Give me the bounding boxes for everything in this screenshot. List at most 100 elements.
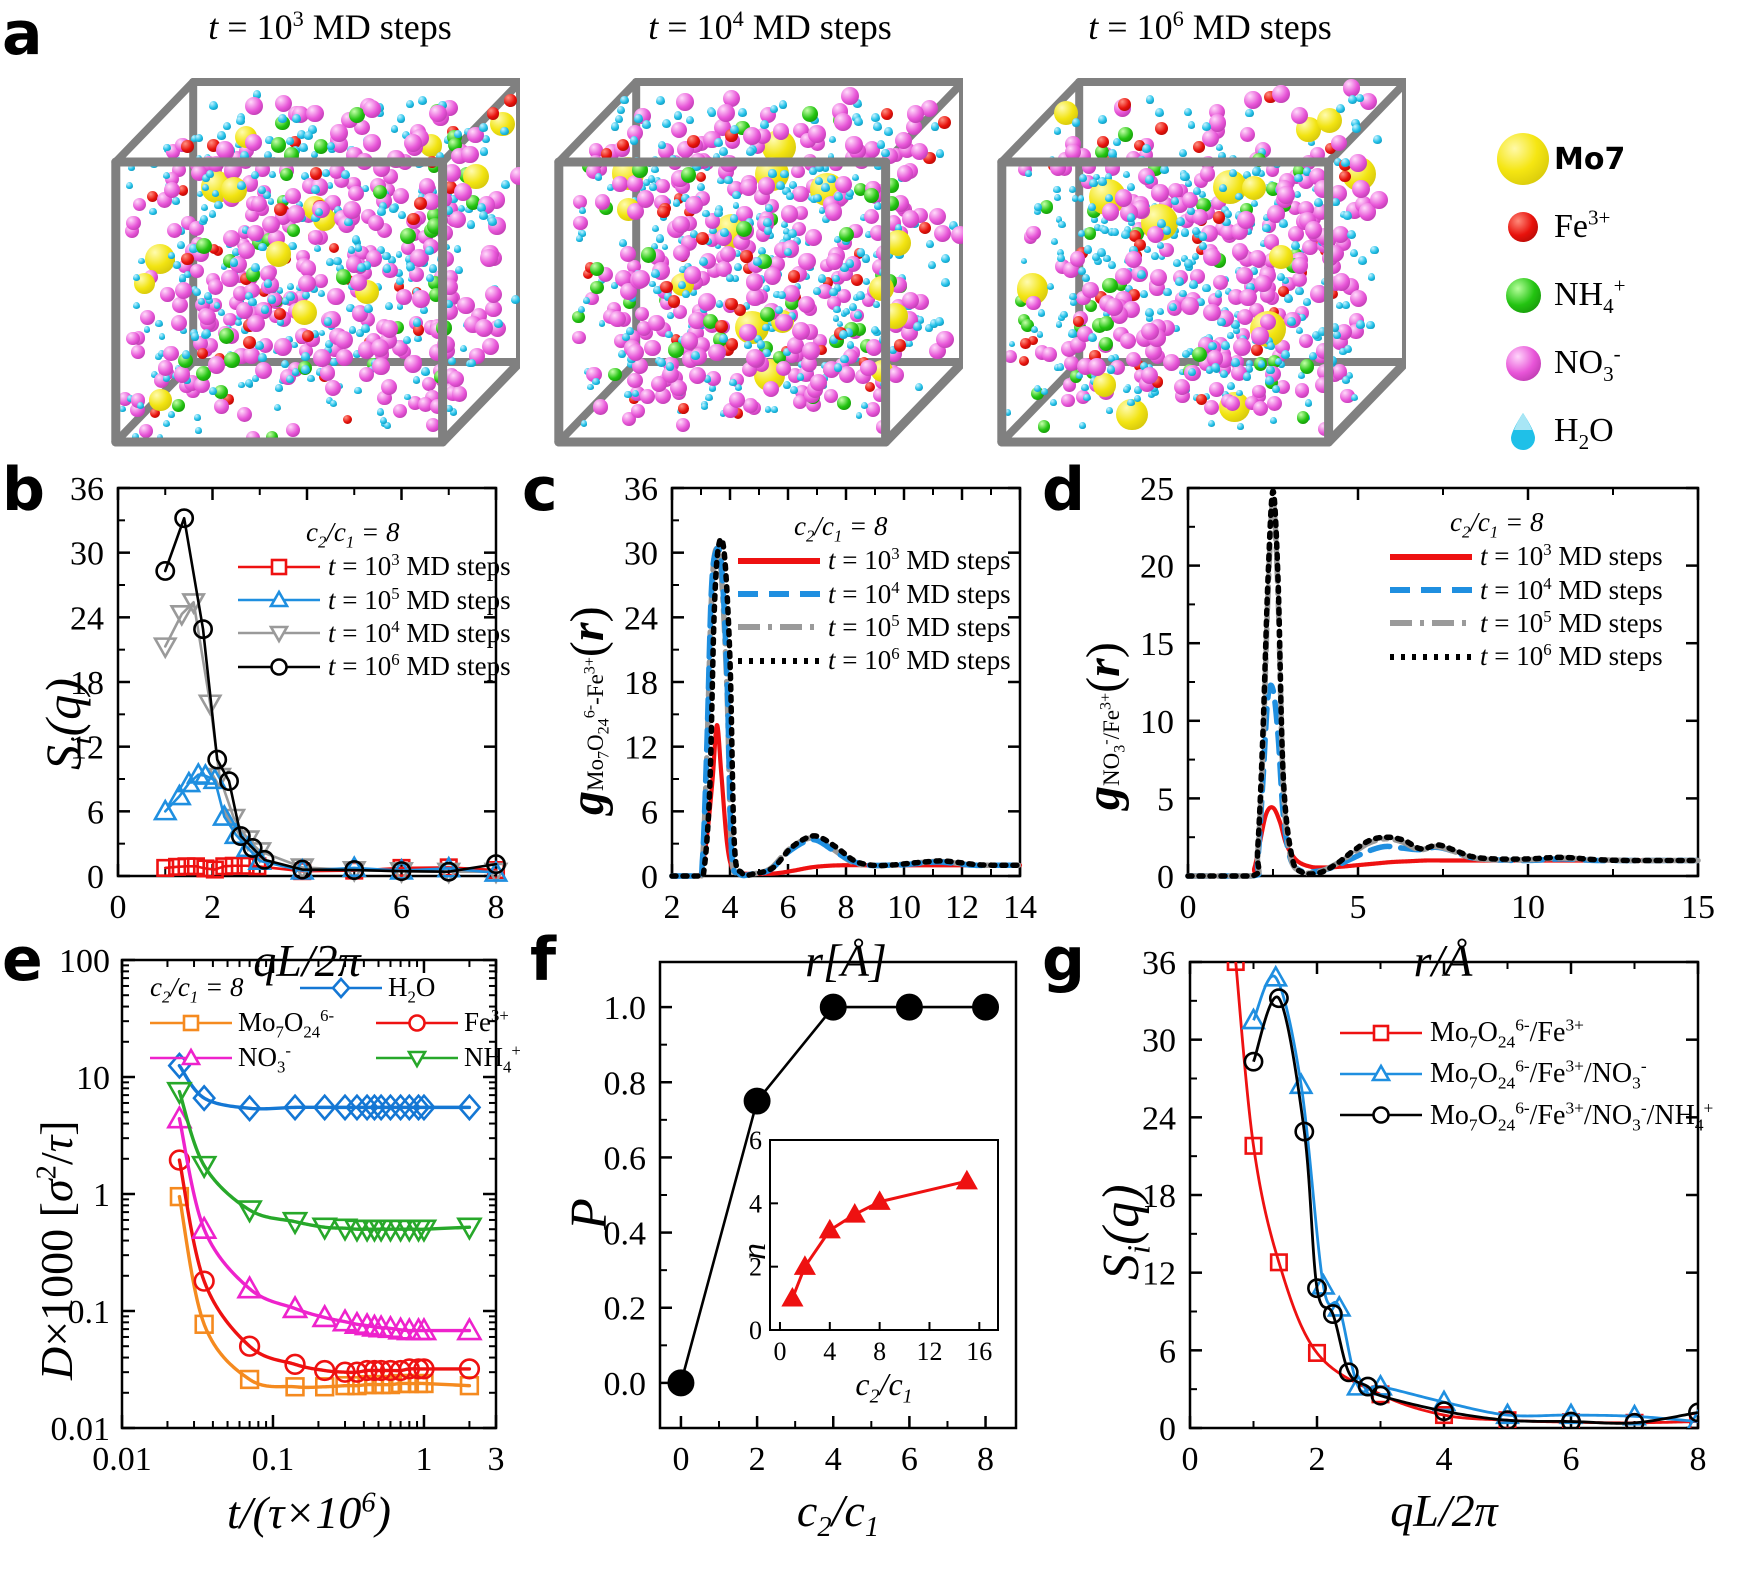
- particle-h2o: [700, 403, 708, 411]
- particle-h2o: [389, 203, 398, 213]
- particle-h2o: [854, 311, 863, 320]
- particle-h2o: [1218, 151, 1226, 159]
- particle-h2o: [1046, 283, 1054, 291]
- particle-h2o: [453, 245, 462, 253]
- particle-h2o: [1270, 416, 1278, 424]
- particle-h2o: [1091, 216, 1098, 223]
- particle-h2o: [657, 141, 666, 150]
- particle-no3: [426, 417, 441, 432]
- particle-h2o: [288, 241, 298, 251]
- particle-h2o: [273, 404, 281, 412]
- particle-no3: [451, 385, 468, 402]
- panel-d-ylabel: gNO3-/Fe3+(r): [1077, 642, 1130, 810]
- panel-c-legend-item: t = 104 MD steps: [738, 579, 1011, 608]
- particle-no3: [792, 185, 809, 203]
- particle-h2o: [665, 362, 675, 372]
- svg-text:15: 15: [1681, 889, 1715, 926]
- particle-h2o: [846, 341, 855, 349]
- particle-h2o: [356, 263, 366, 273]
- particle-h2o: [384, 422, 392, 430]
- panel-e-ylabel: D×1000 [σ2/τ]: [31, 1120, 82, 1380]
- particle-h2o: [382, 251, 391, 260]
- legend-swatch: [238, 657, 320, 676]
- particle-h2o: [1227, 332, 1234, 340]
- particle-no3: [740, 179, 758, 197]
- particle-no3: [237, 242, 255, 260]
- particle-h2o: [592, 377, 600, 386]
- particle-h2o: [238, 381, 246, 389]
- svg-text:20: 20: [1140, 549, 1174, 586]
- particle-no3: [381, 378, 398, 395]
- particle-h2o: [832, 274, 840, 283]
- svg-text:4: 4: [749, 1189, 762, 1218]
- particle-h2o: [789, 181, 797, 189]
- particle-h2o: [137, 402, 145, 410]
- particle-no3: [1004, 350, 1018, 364]
- particle-h2o: [126, 395, 134, 402]
- particle-h2o: [322, 169, 330, 177]
- particle-h2o: [1054, 194, 1062, 202]
- particle-no3: [746, 289, 764, 307]
- particle-h2o: [351, 234, 361, 244]
- particle-h2o: [949, 221, 959, 231]
- particle-fe: [919, 221, 932, 234]
- particle-h2o: [223, 122, 232, 131]
- svg-text:1: 1: [93, 1177, 110, 1214]
- particle-no3: [273, 338, 292, 357]
- particle-no3: [297, 274, 316, 293]
- particle-h2o: [833, 305, 841, 314]
- panel-d-legend-item: t = 105 MD steps: [1390, 608, 1663, 637]
- particle-h2o: [738, 108, 748, 118]
- particle-h2o: [1133, 395, 1142, 403]
- particle-h2o: [929, 319, 939, 328]
- particle-h2o: [855, 290, 865, 300]
- legend-swatch: [1390, 614, 1472, 632]
- particle-no3: [1276, 379, 1291, 394]
- particle-h2o: [814, 177, 823, 185]
- particle-h2o: [1237, 423, 1244, 430]
- svg-text:4: 4: [825, 1441, 842, 1478]
- legend-label: t = 106 MD steps: [328, 650, 511, 682]
- particle-no3: [911, 143, 929, 161]
- particle-h2o: [406, 262, 416, 272]
- legend-swatch: [1340, 1106, 1422, 1125]
- particle-no3: [417, 396, 434, 412]
- particle-no3: [636, 189, 655, 208]
- particle-h2o: [267, 198, 275, 205]
- particle-no3: [139, 424, 153, 438]
- svg-text:6: 6: [780, 889, 797, 926]
- no3-sphere-icon: [1492, 345, 1554, 381]
- particle-h2o: [195, 427, 203, 434]
- particle-no3: [396, 289, 412, 305]
- particle-h2o: [404, 393, 411, 401]
- particle-no3: [739, 323, 757, 342]
- particle-no3: [775, 361, 791, 377]
- legend-swatch: [738, 618, 820, 636]
- particle-nh4: [853, 183, 867, 197]
- particle-no3: [173, 366, 191, 383]
- particle-h2o: [762, 348, 771, 358]
- particle-h2o: [401, 131, 410, 140]
- svg-text:2: 2: [204, 889, 221, 926]
- particle-fe: [660, 280, 673, 293]
- particle-no3: [841, 87, 859, 106]
- particle-h2o: [314, 207, 324, 217]
- particle-h2o: [1057, 248, 1065, 256]
- particle-h2o: [753, 257, 763, 267]
- particle-h2o: [354, 386, 362, 395]
- svg-text:5: 5: [1350, 889, 1367, 926]
- particle-h2o: [257, 353, 267, 363]
- particle-h2o: [792, 236, 801, 245]
- particle-h2o: [639, 184, 646, 192]
- particle-fe: [733, 408, 744, 419]
- particle-no3: [221, 270, 239, 288]
- particle-h2o: [323, 317, 333, 326]
- particle-h2o: [149, 207, 157, 216]
- svg-text:0: 0: [1182, 1441, 1199, 1478]
- legend-item-fe: Fe3+: [1492, 198, 1732, 256]
- particle-h2o: [335, 264, 344, 273]
- particle-h2o: [379, 416, 387, 424]
- particle-no3: [626, 174, 644, 192]
- particle-nh4: [270, 136, 287, 153]
